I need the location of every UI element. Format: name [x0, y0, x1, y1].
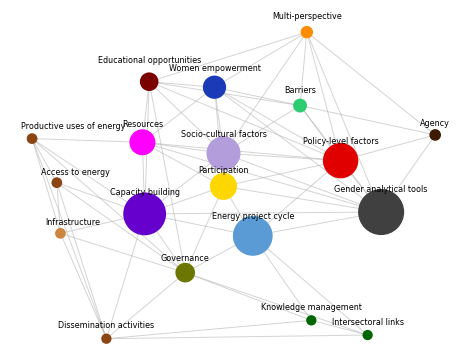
Point: [303, 29, 310, 35]
Text: Policy-level factors: Policy-level factors: [303, 137, 378, 146]
Point: [102, 336, 110, 342]
Text: Knowledge management: Knowledge management: [261, 303, 362, 312]
Point: [53, 180, 61, 185]
Text: Dissemination activities: Dissemination activities: [58, 321, 155, 330]
Point: [138, 139, 146, 145]
Point: [296, 103, 304, 108]
Text: Women empowerment: Women empowerment: [169, 64, 260, 73]
Text: Gender analytical tools: Gender analytical tools: [335, 185, 428, 194]
Text: Socio-cultural factors: Socio-cultural factors: [181, 130, 266, 139]
Text: Access to energy: Access to energy: [41, 168, 110, 177]
Point: [249, 233, 256, 239]
Point: [377, 209, 385, 215]
Point: [219, 184, 227, 189]
Text: Productive uses of energy: Productive uses of energy: [21, 122, 125, 131]
Text: Multi-perspective: Multi-perspective: [272, 12, 342, 21]
Point: [431, 132, 439, 138]
Text: Governance: Governance: [161, 254, 210, 263]
Text: Educational opportunities: Educational opportunities: [98, 56, 201, 65]
Point: [28, 136, 36, 141]
Point: [219, 150, 227, 156]
Point: [210, 84, 218, 90]
Point: [146, 79, 153, 84]
Point: [141, 211, 148, 217]
Text: Participation: Participation: [198, 166, 249, 175]
Point: [337, 158, 345, 164]
Text: Intersectoral links: Intersectoral links: [332, 318, 404, 326]
Point: [182, 270, 189, 276]
Point: [308, 318, 315, 323]
Point: [364, 332, 372, 338]
Text: Capacity building: Capacity building: [109, 188, 180, 197]
Text: Infrastructure: Infrastructure: [46, 218, 100, 227]
Text: Resources: Resources: [122, 120, 163, 130]
Text: Barriers: Barriers: [284, 86, 316, 95]
Text: Agency: Agency: [420, 118, 450, 127]
Text: Energy project cycle: Energy project cycle: [211, 212, 294, 221]
Point: [56, 231, 64, 236]
